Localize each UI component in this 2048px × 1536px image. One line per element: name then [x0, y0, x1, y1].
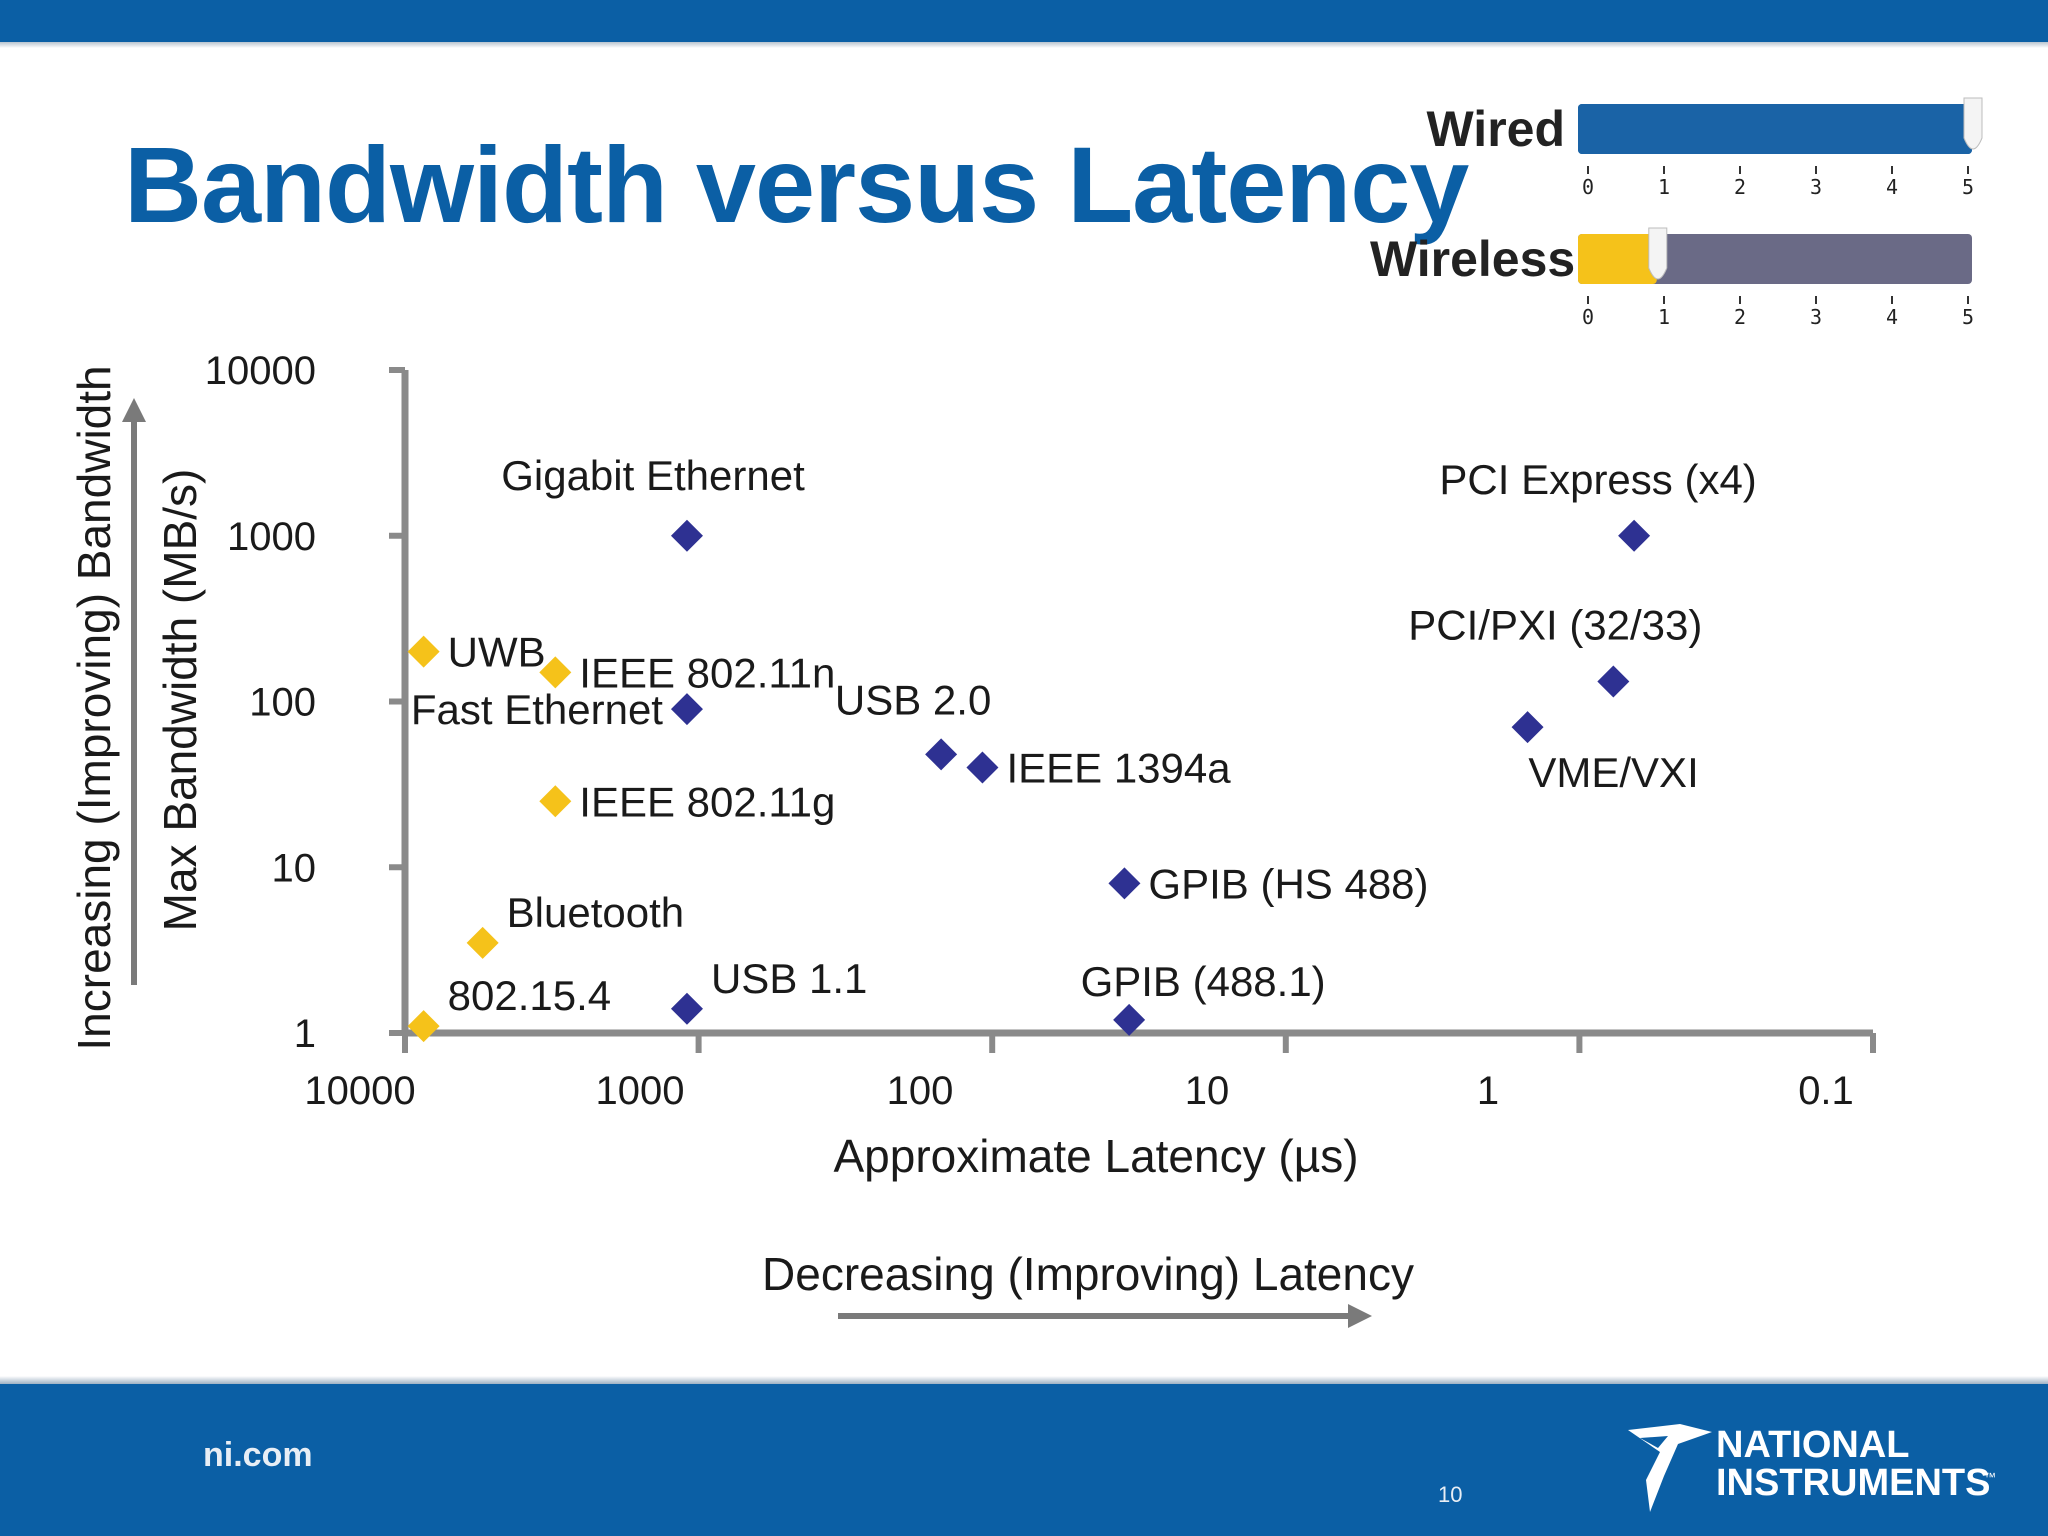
- meter-tick-label: 4: [1886, 175, 1898, 199]
- bottom-band: [0, 1384, 2048, 1536]
- meter-label-wired: Wired: [1426, 101, 1565, 157]
- meter-tick-label: 0: [1582, 175, 1594, 199]
- data-point-gpib-488-1: [1113, 1003, 1146, 1036]
- meter-tick-label: 3: [1810, 305, 1822, 329]
- connectivity-meters: Wired Wireless 0 1 2 3 4 5 0 1 2 3 4 5: [1370, 80, 1990, 350]
- meter-tick-label: 2: [1734, 175, 1746, 199]
- data-label: 802.15.4: [448, 972, 611, 1019]
- data-label: VME/VXI: [1528, 749, 1698, 796]
- meter-tick-label: 5: [1962, 175, 1974, 199]
- data-label: USB 2.0: [835, 676, 991, 723]
- top-band: [0, 0, 2048, 42]
- meter-wired: 0 1 2 3 4 5: [1578, 97, 1983, 199]
- x-tick-label: 1000: [596, 1069, 685, 1113]
- bandwidth-arrow-label: Increasing (Improving) Bandwidth: [68, 365, 120, 1050]
- latency-arrow-label: Decreasing (Improving) Latency: [762, 1248, 1414, 1300]
- top-band-shadow: [0, 42, 2048, 48]
- logo-line-instruments: INSTRUMENTS: [1716, 1462, 1991, 1504]
- y-tick-label: 10: [272, 846, 317, 890]
- meter-tick-label: 3: [1810, 175, 1822, 199]
- meter-needle-icon: [1963, 97, 1983, 150]
- data-label: IEEE 802.11n: [579, 649, 835, 696]
- data-point-802-15-4: [407, 1010, 440, 1043]
- data-label: USB 1.1: [711, 955, 867, 1002]
- x-tick-label: 1: [1477, 1069, 1499, 1113]
- meter-label-wireless: Wireless: [1370, 231, 1576, 287]
- meter-tick-label: 5: [1962, 305, 1974, 329]
- x-tick-label: 100: [887, 1069, 954, 1113]
- data-label: Bluetooth: [507, 889, 684, 936]
- data-point-bluetooth: [466, 926, 499, 959]
- page-number: 10: [1438, 1482, 1463, 1507]
- data-point-ieee-1394a: [966, 751, 999, 784]
- data-point-uwb: [407, 635, 440, 668]
- data-label: UWB: [448, 629, 546, 676]
- meter-wireless: 0 1 2 3 4 5: [1578, 227, 1974, 329]
- meter-tick-label: 4: [1886, 305, 1898, 329]
- x-tick-label: 10: [1185, 1069, 1230, 1113]
- x-tick-label: 0.1: [1798, 1069, 1854, 1113]
- data-point-gigabit-ethernet: [670, 519, 703, 552]
- data-point-usb-2-0: [925, 738, 958, 771]
- data-label: PCI Express (x4): [1439, 456, 1756, 503]
- data-point-pci-express-x4: [1618, 519, 1651, 552]
- meter-tick-label: 0: [1582, 305, 1594, 329]
- x-axis-title: Approximate Latency (µs): [833, 1130, 1358, 1182]
- data-point-ieee-802-11g: [539, 785, 572, 818]
- data-label: PCI/PXI (32/33): [1408, 602, 1702, 649]
- meter-fill: [1578, 234, 1657, 284]
- y-tick-label: 100: [249, 681, 316, 725]
- national-instruments-logo: NATIONAL INSTRUMENTS ™: [1620, 1418, 2000, 1518]
- data-label: GPIB (488.1): [1081, 958, 1326, 1005]
- footer-site-link[interactable]: ni.com: [203, 1436, 313, 1474]
- data-point-pci-pxi-32-33: [1597, 665, 1630, 698]
- data-label: Fast Ethernet: [411, 686, 663, 733]
- data-label: GPIB (HS 488): [1148, 860, 1428, 907]
- y-tick-label: 1000: [227, 515, 316, 559]
- meter-fill: [1578, 104, 1972, 154]
- data-point-fast-ethernet: [670, 693, 703, 726]
- slide-title: Bandwidth versus Latency: [124, 124, 1469, 245]
- y-tick-label: 10000: [205, 349, 316, 393]
- meter-gauges: 0 1 2 3 4 5 0 1 2 3 4 5: [1578, 97, 1983, 329]
- logo-line-national: NATIONAL: [1716, 1424, 1910, 1466]
- meter-tick-label: 1: [1658, 175, 1670, 199]
- y-axis-title: Max Bandwidth (MB/s): [154, 469, 206, 932]
- data-label: Gigabit Ethernet: [501, 452, 805, 499]
- data-point-vme-vxi: [1511, 711, 1544, 744]
- meter-track: [1578, 234, 1972, 284]
- meter-needle-icon: [1648, 227, 1668, 280]
- meter-tick-label: 1: [1658, 305, 1670, 329]
- y-tick-label: 1: [294, 1012, 316, 1056]
- meter-tick-label: 2: [1734, 305, 1746, 329]
- data-point-gpib-hs-488: [1108, 867, 1141, 900]
- bandwidth-latency-chart: 1 10 100 1000 10000 10000 1000 100 10 1 0.1 Approx…: [68, 349, 1876, 1328]
- data-label: IEEE 1394a: [1006, 744, 1231, 791]
- x-tick-label: 10000: [304, 1069, 415, 1113]
- data-point-ieee-802-11n: [539, 656, 572, 689]
- data-point-usb-1-1: [670, 992, 703, 1025]
- eagle-logo-icon: [1628, 1424, 1712, 1512]
- data-label: IEEE 802.11g: [579, 778, 835, 825]
- bottom-band-shadow: [0, 1376, 2048, 1384]
- logo-trademark: ™: [1984, 1470, 1996, 1484]
